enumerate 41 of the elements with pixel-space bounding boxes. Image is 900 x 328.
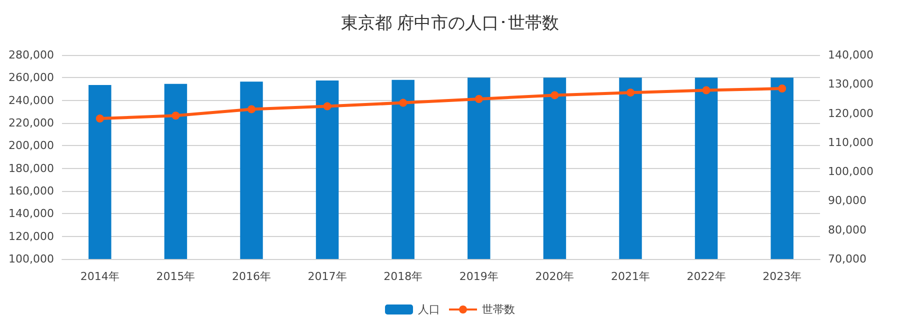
point [399, 98, 408, 107]
y-tick-label: 120,000 [8, 230, 54, 243]
x-tick-label: 2017年 [308, 270, 347, 283]
x-tick-label: 2023年 [762, 270, 802, 283]
y2-tick-label: 100,000 [828, 165, 874, 178]
y-tick-label: 260,000 [8, 71, 54, 84]
point [172, 112, 180, 120]
legend-label: 世帯数 [482, 303, 515, 316]
y-tick-label: 180,000 [8, 162, 54, 175]
y-tick-label: 280,000 [8, 48, 54, 62]
point [550, 91, 559, 100]
y-tick-label: 160,000 [8, 184, 54, 198]
point [474, 95, 483, 104]
point [96, 114, 104, 123]
y2-tick-label: 130,000 [828, 78, 874, 91]
x-tick-label: 2014年 [80, 270, 120, 283]
point [248, 105, 256, 114]
point [323, 102, 332, 110]
y2-tick-label: 120,000 [828, 106, 874, 120]
y-tick-label: 200,000 [8, 139, 54, 152]
y2-tick-label: 110,000 [828, 136, 874, 149]
y-tick-label: 100,000 [8, 252, 54, 266]
y2-tick-label: 140,000 [828, 48, 874, 62]
x-tick-label: 2022年 [686, 270, 726, 283]
x-tick-label: 2015年 [156, 270, 196, 283]
x-tick-label: 2021年 [611, 270, 650, 283]
legend-label: 人口 [418, 303, 440, 316]
x-tick-label: 2016年 [232, 270, 271, 283]
point [778, 84, 786, 93]
x-tick-label: 2019年 [459, 270, 498, 283]
x-tick-label: 2020年 [535, 270, 574, 283]
y-tick-label: 240,000 [8, 94, 54, 107]
y-tick-label: 140,000 [8, 207, 54, 220]
point [702, 86, 710, 94]
point [626, 88, 634, 97]
chart-title: 東京都 府中市の人口･世帯数 [340, 14, 560, 34]
y2-tick-label: 90,000 [828, 194, 866, 208]
y2-tick-label: 80,000 [828, 223, 866, 236]
y2-tick-label: 70,000 [828, 252, 866, 266]
x-tick-label: 2018年 [384, 270, 423, 283]
y-tick-label: 220,000 [8, 116, 54, 130]
